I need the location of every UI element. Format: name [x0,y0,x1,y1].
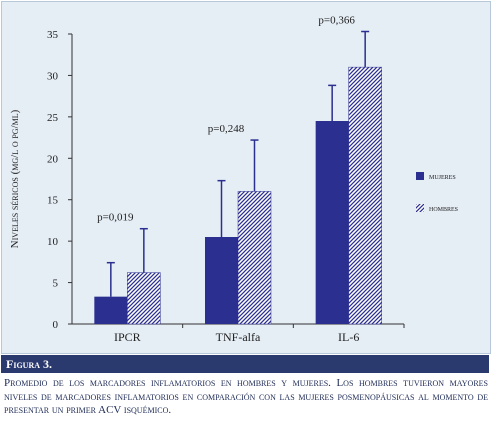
bar-hombres-il-6 [348,66,382,325]
p-value-annotation: p=0,019 [97,212,134,224]
chart-panel: 0 5 10 15 20 25 30 35 Niveles séricos (mg/l o pg… [1,1,491,354]
bar-hombres-tnf-alfa [237,191,272,325]
legend-swatch-mujeres [416,172,424,180]
y-tick-label: 10 [47,236,59,248]
legend-swatch-hombres [416,204,424,212]
x-tick-label: IL-6 [338,330,359,344]
p-value-annotation: p=0,248 [208,123,245,135]
bar-mujeres-tnf-alfa [205,237,238,324]
y-tick-label: 25 [47,112,59,124]
bar-hombres-ipcr [127,272,161,325]
figure-label: Figura 3. [1,355,489,373]
figure-caption: Promedio de los marcadores inflamatorios… [4,377,488,416]
bar-chart: 0 5 10 15 20 25 30 35 Niveles séricos (mg/l o pg… [9,15,458,344]
x-tick-label: TNF-alfa [216,330,261,344]
y-tick-label: 0 [53,319,59,331]
bar-mujeres-il-6 [315,121,349,324]
y-tick-label: 5 [53,278,59,290]
x-tick-label: IPCR [114,330,141,344]
y-tick-label: 30 [47,70,59,82]
p-value-annotation: p=0,366 [318,15,355,27]
y-axis-label: Niveles séricos (mg/l o pg/ml) [9,109,21,248]
legend-label-hombres: hombres [429,203,458,213]
y-tick-label: 35 [47,29,59,41]
y-tick-label: 20 [47,153,59,165]
bar-mujeres-ipcr [94,296,128,324]
y-tick-label: 15 [47,195,59,207]
legend-label-mujeres: mujeres [429,171,456,181]
